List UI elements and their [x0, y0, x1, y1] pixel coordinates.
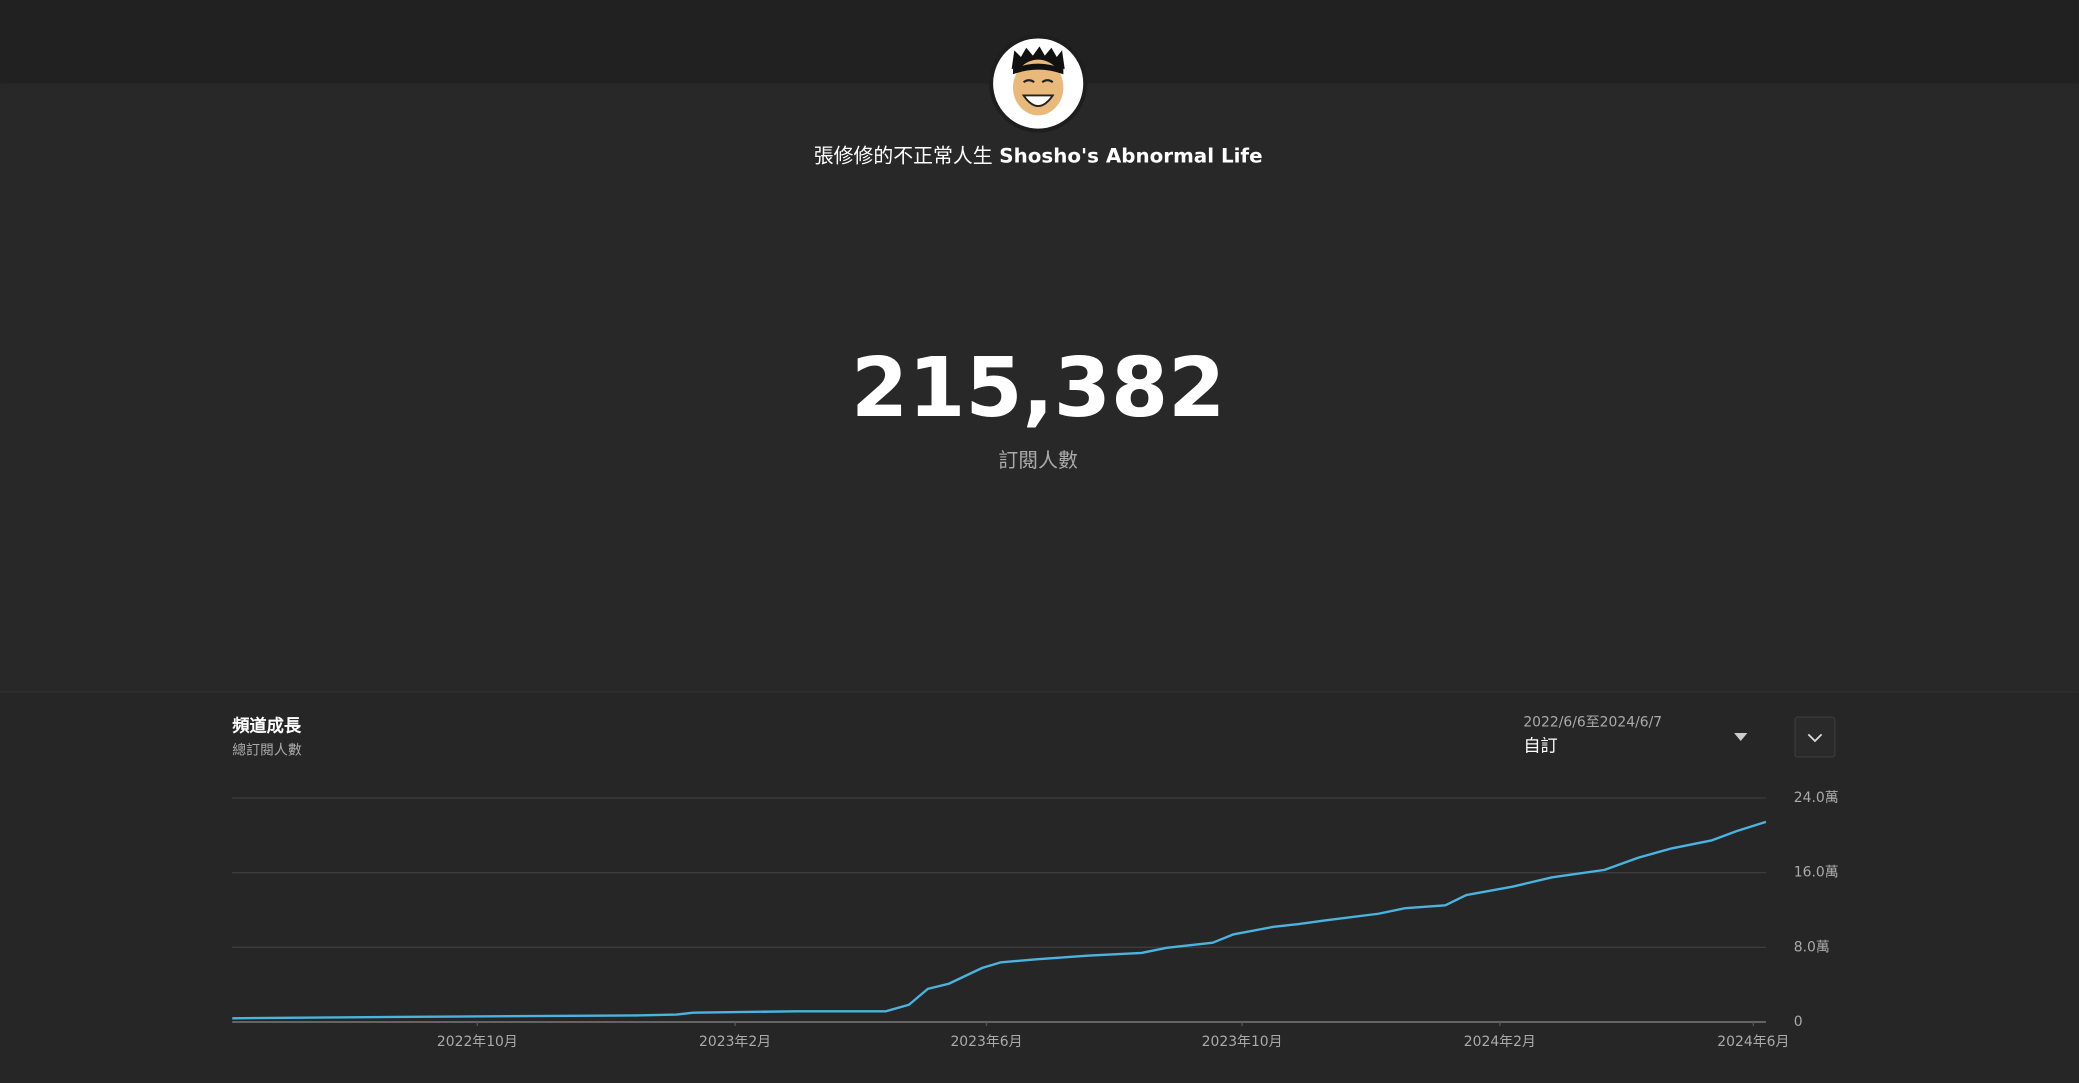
date-range[interactable]: 2022/6/6至2024/6/7 — [1523, 714, 1662, 730]
x-tick-label: 2023年6月 — [950, 1034, 1022, 1050]
y-tick-label: 8.0萬 — [1794, 939, 1830, 955]
avatar — [989, 34, 1088, 133]
range-mode[interactable]: 自訂 — [1523, 736, 1557, 756]
x-tick-label: 2023年2月 — [699, 1034, 771, 1050]
channel-name: 張修修的不正常人生 Shosho's Abnormal Life — [814, 144, 1263, 167]
y-tick-label: 24.0萬 — [1794, 790, 1839, 806]
series-line — [232, 820, 1767, 1020]
x-tick-label: 2024年2月 — [1464, 1034, 1536, 1050]
x-tick-label: 2022年10月 — [437, 1034, 518, 1050]
y-tick-label: 16.0萬 — [1794, 865, 1839, 881]
channel-name-en: Shosho's Abnormal Life — [999, 144, 1262, 167]
card-subtitle: 總訂閱人數 — [232, 741, 302, 758]
collapse-button[interactable] — [1794, 716, 1836, 758]
range-dropdown[interactable] — [1734, 733, 1748, 741]
growth-card — [0, 691, 2079, 1083]
subscriber-label: 訂閱人數 — [998, 449, 1078, 472]
y-tick-label: 0 — [1794, 1014, 1803, 1030]
x-tick-label: 2023年10月 — [1202, 1034, 1283, 1050]
subscriber-count: 215,382 — [851, 341, 1225, 436]
channel-name-zh: 張修修的不正常人生 — [814, 144, 993, 167]
card-title: 頻道成長 — [231, 715, 302, 736]
x-tick-label: 2024年6月 — [1717, 1034, 1789, 1050]
